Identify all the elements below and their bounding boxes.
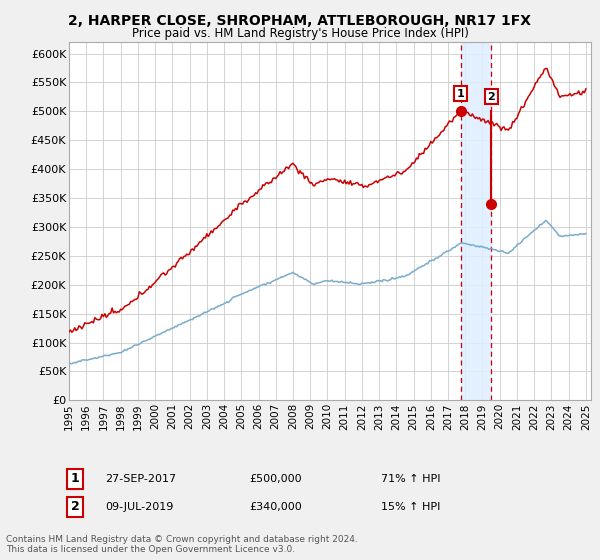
Bar <box>461 42 491 400</box>
Text: 2, HARPER CLOSE, SHROPHAM, ATTLEBOROUGH, NR17 1FX: 2, HARPER CLOSE, SHROPHAM, ATTLEBOROUGH,… <box>68 14 532 28</box>
Text: 2: 2 <box>71 500 79 514</box>
Text: 15% ↑ HPI: 15% ↑ HPI <box>381 502 440 512</box>
Text: 71% ↑ HPI: 71% ↑ HPI <box>381 474 440 484</box>
Text: 27-SEP-2017: 27-SEP-2017 <box>105 474 176 484</box>
Text: 09-JUL-2019: 09-JUL-2019 <box>105 502 173 512</box>
Text: Contains HM Land Registry data © Crown copyright and database right 2024.
This d: Contains HM Land Registry data © Crown c… <box>6 535 358 554</box>
Text: £340,000: £340,000 <box>249 502 302 512</box>
Text: 1: 1 <box>71 472 79 486</box>
Text: 1: 1 <box>457 88 464 99</box>
Text: Price paid vs. HM Land Registry's House Price Index (HPI): Price paid vs. HM Land Registry's House … <box>131 27 469 40</box>
Text: £500,000: £500,000 <box>249 474 302 484</box>
Text: 2: 2 <box>488 91 495 101</box>
